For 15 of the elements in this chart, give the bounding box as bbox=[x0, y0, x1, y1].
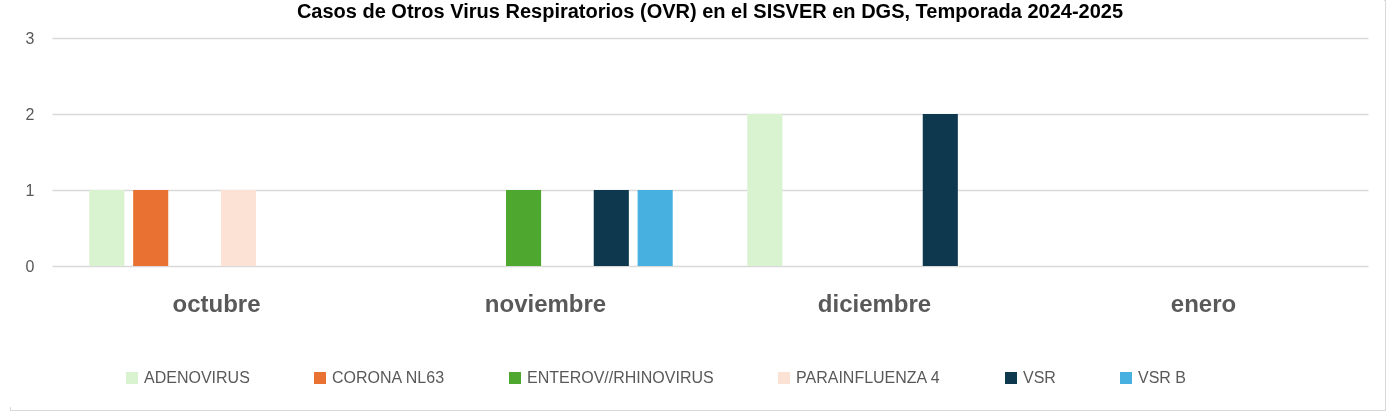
x-tick-label: octubre bbox=[172, 289, 261, 317]
y-tick-label: 3 bbox=[25, 29, 35, 47]
y-tick-label: 0 bbox=[25, 257, 35, 275]
chart-title: Casos de Otros Virus Respiratorios (OVR) en el SISVER en DGS, Temporada 2024-2025 bbox=[296, 0, 1124, 22]
legend-label: PARAINFLUENZA 4 bbox=[796, 369, 940, 386]
x-tick-label: enero bbox=[1170, 289, 1237, 317]
y-tick-label: 1 bbox=[25, 181, 35, 199]
legend-label: ADENOVIRUS bbox=[144, 369, 250, 386]
legend-label: VSR B bbox=[1138, 369, 1187, 386]
x-tick-label: noviembre bbox=[484, 289, 607, 317]
legend-label: VSR bbox=[1023, 369, 1056, 386]
y-tick-label: 2 bbox=[25, 105, 35, 123]
legend-label: CORONA NL63 bbox=[332, 369, 445, 386]
x-tick-label: diciembre bbox=[817, 289, 932, 317]
legend-label: ENTEROV//RHINOVIRUS bbox=[527, 369, 714, 386]
